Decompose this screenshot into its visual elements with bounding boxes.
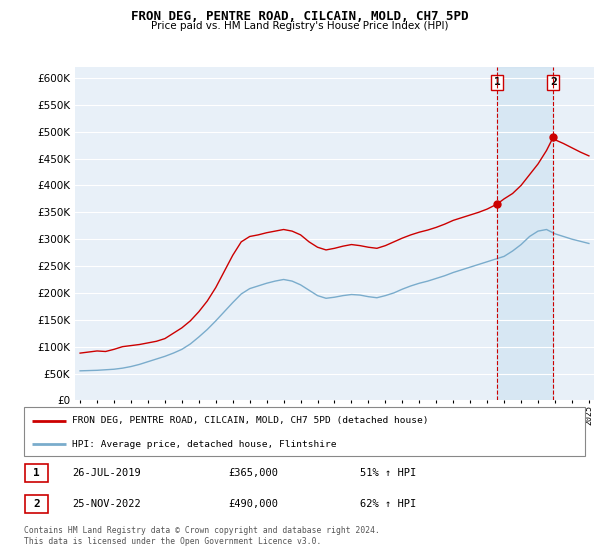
Text: £490,000: £490,000	[228, 499, 278, 509]
Text: FRON DEG, PENTRE ROAD, CILCAIN, MOLD, CH7 5PD: FRON DEG, PENTRE ROAD, CILCAIN, MOLD, CH…	[131, 10, 469, 22]
Text: Price paid vs. HM Land Registry's House Price Index (HPI): Price paid vs. HM Land Registry's House …	[151, 21, 449, 31]
Text: 25-NOV-2022: 25-NOV-2022	[72, 499, 141, 509]
FancyBboxPatch shape	[25, 464, 48, 482]
Text: FRON DEG, PENTRE ROAD, CILCAIN, MOLD, CH7 5PD (detached house): FRON DEG, PENTRE ROAD, CILCAIN, MOLD, CH…	[71, 417, 428, 426]
FancyBboxPatch shape	[24, 407, 585, 456]
Bar	[497, 67, 553, 400]
Text: 1: 1	[33, 468, 40, 478]
Text: 2: 2	[550, 77, 557, 87]
Text: £365,000: £365,000	[228, 468, 278, 478]
Text: HPI: Average price, detached house, Flintshire: HPI: Average price, detached house, Flin…	[71, 440, 336, 449]
Text: 1: 1	[493, 77, 500, 87]
Text: 2: 2	[33, 499, 40, 509]
Text: Contains HM Land Registry data © Crown copyright and database right 2024.
This d: Contains HM Land Registry data © Crown c…	[24, 526, 380, 546]
Text: 62% ↑ HPI: 62% ↑ HPI	[360, 499, 416, 509]
Text: 26-JUL-2019: 26-JUL-2019	[72, 468, 141, 478]
FancyBboxPatch shape	[25, 495, 48, 513]
Text: 51% ↑ HPI: 51% ↑ HPI	[360, 468, 416, 478]
